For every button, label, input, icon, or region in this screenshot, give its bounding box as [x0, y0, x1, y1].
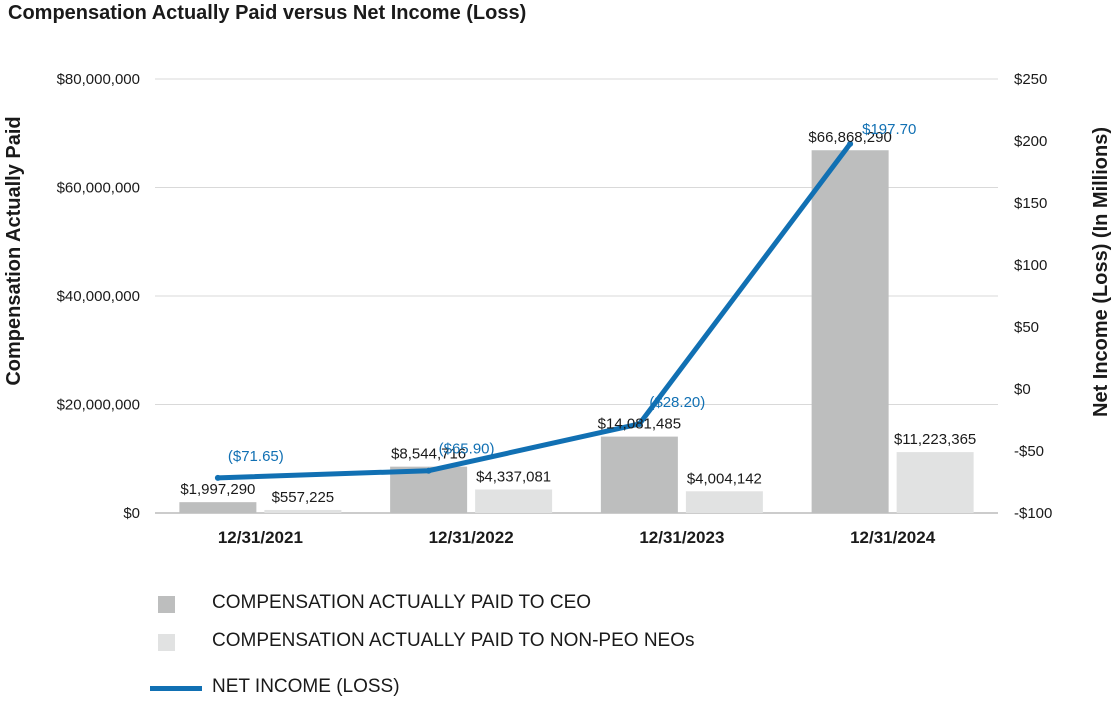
legend-label-ceo: COMPENSATION ACTUALLY PAID TO CEO: [212, 592, 592, 613]
net-income-label: ($28.20): [649, 394, 705, 411]
right-tick-label: $150: [1014, 195, 1047, 212]
bar-label-neo: $4,337,081: [476, 468, 551, 485]
bar-ceo: [811, 150, 889, 513]
legend-label-neo: COMPENSATION ACTUALLY PAID TO NON-PEO NE…: [212, 630, 695, 651]
axis-ticks: $0 $20,000,000 $40,000,000 $60,000,000 $80,0…: [57, 71, 1053, 522]
bar-label-neo: $4,004,142: [687, 470, 762, 487]
bar-neo: [896, 452, 974, 513]
net-income-label: $197.70: [862, 121, 916, 138]
net-income-line: [215, 141, 853, 481]
left-axis-title: Compensation Actually Paid: [3, 116, 25, 385]
left-tick-label: $0: [123, 505, 140, 522]
bars: [179, 150, 974, 513]
net-income-point: [214, 474, 221, 481]
bar-neo: [685, 491, 763, 513]
legend-swatch-ceo: [158, 596, 175, 613]
net-income-point: [425, 467, 432, 474]
category-label: 12/31/2024: [850, 528, 936, 547]
right-tick-label: $100: [1014, 257, 1047, 274]
chart-title: Compensation Actually Paid versus Net In…: [8, 2, 527, 24]
right-tick-label: -$50: [1014, 443, 1044, 460]
bar-label-neo: $557,225: [272, 489, 335, 506]
net-income-point: [847, 140, 854, 147]
net-income-line-layer: [214, 140, 854, 481]
bar-label-ceo: $1,997,290: [180, 481, 255, 498]
right-axis-title: Net Income (Loss) (In Millions): [1090, 127, 1112, 417]
bar-label-neo: $11,223,365: [894, 431, 976, 448]
left-tick-label: $20,000,000: [57, 397, 140, 414]
left-tick-label: $80,000,000: [57, 71, 140, 88]
right-tick-label: $200: [1014, 133, 1047, 150]
legend-line-net-income: [150, 686, 202, 691]
bar-label-ceo: $66,868,290: [808, 129, 891, 146]
net-income-label: ($71.65): [228, 448, 284, 465]
left-tick-label: $40,000,000: [57, 288, 140, 305]
bar-ceo: [600, 436, 678, 513]
bar-label-ceo: $14,081,485: [598, 416, 681, 433]
net-income-label: ($65.90): [439, 441, 495, 458]
category-label: 12/31/2021: [218, 528, 303, 547]
net-income-point: [636, 420, 643, 427]
bar-neo: [475, 489, 553, 513]
category-label: 12/31/2022: [429, 528, 514, 547]
legend-label-net-income: NET INCOME (LOSS): [212, 676, 400, 697]
right-tick-label: $250: [1014, 71, 1047, 88]
legend-swatch-neo: [158, 634, 175, 651]
right-tick-label: $0: [1014, 381, 1031, 398]
category-labels: 12/31/2021 12/31/2022 12/31/2023 12/31/2024: [218, 528, 936, 547]
right-tick-label: -$100: [1014, 505, 1052, 522]
bar-ceo: [179, 502, 257, 513]
bar-ceo: [390, 466, 468, 513]
left-tick-label: $60,000,000: [57, 180, 140, 197]
bar-neo: [264, 509, 342, 513]
data-labels: $1,997,290 $557,225 $8,544,716 $4,337,081 $1…: [180, 121, 976, 506]
bar-label-ceo: $8,544,716: [391, 446, 466, 463]
right-tick-label: $50: [1014, 319, 1039, 336]
category-label: 12/31/2023: [639, 528, 724, 547]
